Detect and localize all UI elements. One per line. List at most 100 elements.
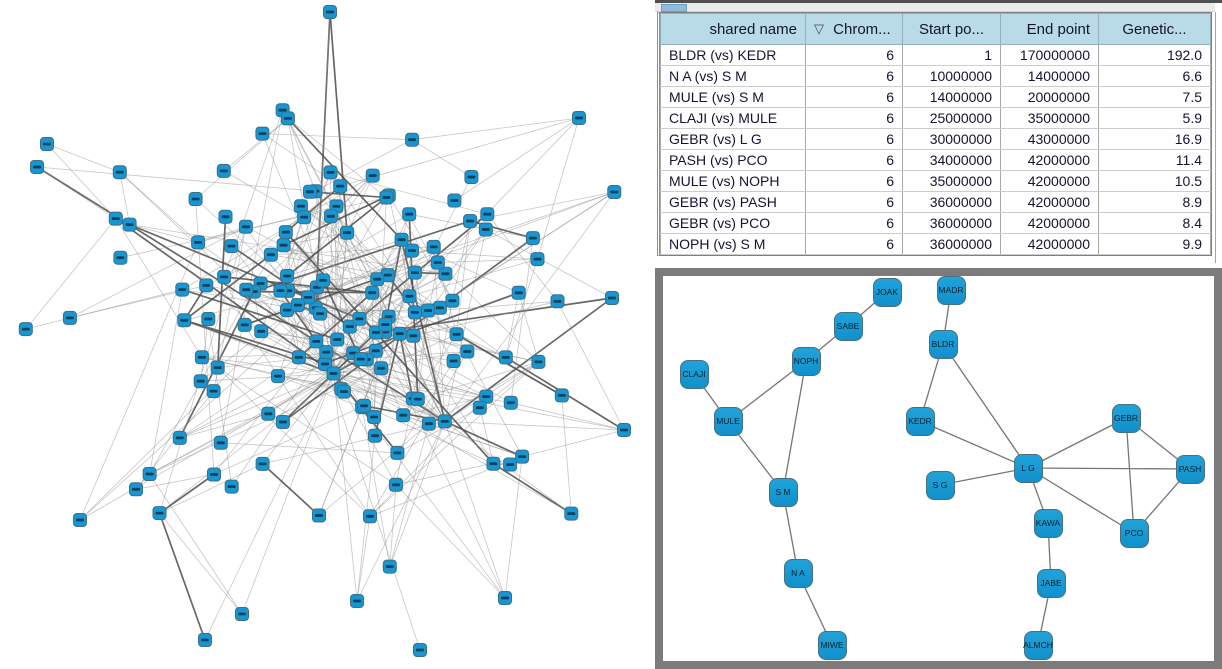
subnetwork-node-joak[interactable]: JOAK [872,277,902,307]
cell-shared-name[interactable]: GEBR (vs) PCO [660,212,806,234]
cell-start-position[interactable]: 10000000 [902,65,1001,87]
subnetwork-edge[interactable] [942,343,1029,469]
cell-shared-name[interactable]: PASH (vs) PCO [660,149,806,171]
cell-genetic[interactable]: 8.4 [1098,212,1211,234]
subnetwork-node-s-g[interactable]: S G [925,470,955,500]
cell-end-point[interactable]: 20000000 [1000,86,1099,108]
subnetwork-node-mule[interactable]: MULE [713,406,743,436]
table-row[interactable]: PASH (vs) PCO 6 34000000 42000000 11.4 [660,149,1211,171]
cell-genetic[interactable]: 8.9 [1098,191,1211,213]
cell-genetic[interactable]: 9.9 [1098,233,1211,255]
cell-chromosome[interactable]: 6 [805,233,903,255]
cell-genetic[interactable]: 16.9 [1098,128,1211,150]
subnetwork-node-sabe[interactable]: SABE [833,311,863,341]
column-header-chromosome[interactable]: ▽ Chrom... [805,13,903,45]
cell-shared-name[interactable]: MULE (vs) S M [660,86,806,108]
subnetwork-node-almch[interactable]: ALMCH [1023,630,1053,660]
subnetwork-edge[interactable] [782,360,807,493]
subnetwork-edge[interactable] [1027,417,1127,469]
cell-start-position[interactable]: 30000000 [902,128,1001,150]
table-row[interactable]: MULE (vs) NOPH 6 35000000 42000000 10.5 [660,170,1211,192]
column-header-end-point[interactable]: End point [1000,13,1099,45]
subnetwork-edge[interactable] [939,467,1029,486]
column-header-genetic[interactable]: Genetic... [1098,13,1211,45]
cell-shared-name[interactable]: GEBR (vs) L G [660,128,806,150]
cell-genetic[interactable]: 7.5 [1098,86,1211,108]
cell-chromosome[interactable]: 6 [805,128,903,150]
filter-funnel-icon[interactable]: ▽ [814,20,824,36]
table-row[interactable]: N A (vs) S M 6 10000000 14000000 6.6 [660,65,1211,87]
overview-network-canvas[interactable] [0,0,655,669]
cell-shared-name[interactable]: BLDR (vs) KEDR [660,44,806,66]
subnetwork-node-claji[interactable]: CLAJI [679,359,709,389]
cell-end-point[interactable]: 35000000 [1000,107,1099,129]
subnetwork-node-miwe[interactable]: MIWE [817,630,847,660]
cell-end-point[interactable]: 170000000 [1000,44,1099,66]
cell-end-point[interactable]: 42000000 [1000,191,1099,213]
subnetwork-edge[interactable] [919,420,1029,469]
cell-chromosome[interactable]: 6 [805,212,903,234]
overview-network-panel[interactable] [0,0,655,669]
cell-start-position[interactable]: 14000000 [902,86,1001,108]
horizontal-scrollbar-track[interactable] [655,3,1215,12]
cell-start-position[interactable]: 36000000 [902,191,1001,213]
cell-chromosome[interactable]: 6 [805,86,903,108]
subnetwork-node-madr[interactable]: MADR [936,276,966,305]
cell-end-point[interactable]: 43000000 [1000,128,1099,150]
table-row[interactable]: GEBR (vs) L G 6 30000000 43000000 16.9 [660,128,1211,150]
subnetwork-node-s-m[interactable]: S M [768,477,798,507]
subnetwork-node-n-a[interactable]: N A [783,558,813,588]
cell-end-point[interactable]: 42000000 [1000,170,1099,192]
subnetwork-node-kawa[interactable]: KAWA [1033,508,1063,538]
cell-chromosome[interactable]: 6 [805,44,903,66]
cell-genetic[interactable]: 10.5 [1098,170,1211,192]
cell-start-position[interactable]: 25000000 [902,107,1001,129]
subnetwork-node-jabe[interactable]: JABE [1036,568,1066,598]
cell-shared-name[interactable]: NOPH (vs) S M [660,233,806,255]
table-row[interactable]: MULE (vs) S M 6 14000000 20000000 7.5 [660,86,1211,108]
horizontal-scroll-thumb[interactable] [661,4,687,12]
subnetwork-edge[interactable] [1027,467,1191,470]
cell-shared-name[interactable]: GEBR (vs) PASH [660,191,806,213]
cell-start-position[interactable]: 34000000 [902,149,1001,171]
table-row[interactable]: CLAJI (vs) MULE 6 25000000 35000000 5.9 [660,107,1211,129]
cell-end-point[interactable]: 42000000 [1000,233,1099,255]
table-row[interactable]: BLDR (vs) KEDR 6 1 170000000 192.0 [660,44,1211,66]
column-header-start-position[interactable]: Start po... [902,13,1001,45]
cell-chromosome[interactable]: 6 [805,149,903,171]
cell-end-point[interactable]: 14000000 [1000,65,1099,87]
cell-genetic[interactable]: 11.4 [1098,149,1211,171]
cell-start-position[interactable]: 36000000 [902,212,1001,234]
subnetwork-node-gebr[interactable]: GEBR [1111,403,1141,433]
table-row[interactable]: NOPH (vs) S M 6 36000000 42000000 9.9 [660,233,1211,255]
cell-shared-name[interactable]: N A (vs) S M [660,65,806,87]
cell-start-position[interactable]: 1 [902,44,1001,66]
table-row[interactable]: GEBR (vs) PCO 6 36000000 42000000 8.4 [660,212,1211,234]
cell-genetic[interactable]: 5.9 [1098,107,1211,129]
subnetwork-node-l-g[interactable]: L G [1013,453,1043,483]
cell-chromosome[interactable]: 6 [805,191,903,213]
cell-shared-name[interactable]: MULE (vs) NOPH [660,170,806,192]
cell-chromosome[interactable]: 6 [805,107,903,129]
cell-chromosome[interactable]: 6 [805,65,903,87]
cell-end-point[interactable]: 42000000 [1000,149,1099,171]
cell-start-position[interactable]: 36000000 [902,233,1001,255]
subnetwork-node-noph[interactable]: NOPH [791,346,821,376]
cell-start-position[interactable]: 35000000 [902,170,1001,192]
subnetwork-node-bldr[interactable]: BLDR [928,329,958,359]
subnetwork-edge[interactable] [1027,467,1135,534]
column-header-shared-name[interactable]: shared name [660,13,806,45]
cell-shared-name[interactable]: CLAJI (vs) MULE [660,107,806,129]
cell-chromosome[interactable]: 6 [805,170,903,192]
table-row[interactable]: GEBR (vs) PASH 6 36000000 42000000 8.9 [660,191,1211,213]
overview-edge [316,11,331,288]
vertical-scrollbar-track[interactable] [1215,12,1216,263]
subnetwork-edge[interactable] [1125,417,1135,534]
subnetwork-node-kedr[interactable]: KEDR [905,406,935,436]
subnetwork-canvas[interactable]: JOAK MADR SABE NOPH BLDR CLAJI MULE KEDR GEBR S M… [663,276,1214,661]
cell-genetic[interactable]: 6.6 [1098,65,1211,87]
cell-genetic[interactable]: 192.0 [1098,44,1211,66]
cell-end-point[interactable]: 42000000 [1000,212,1099,234]
subnetwork-node-pash[interactable]: PASH [1175,454,1205,484]
subnetwork-node-pco[interactable]: PCO [1119,518,1149,548]
